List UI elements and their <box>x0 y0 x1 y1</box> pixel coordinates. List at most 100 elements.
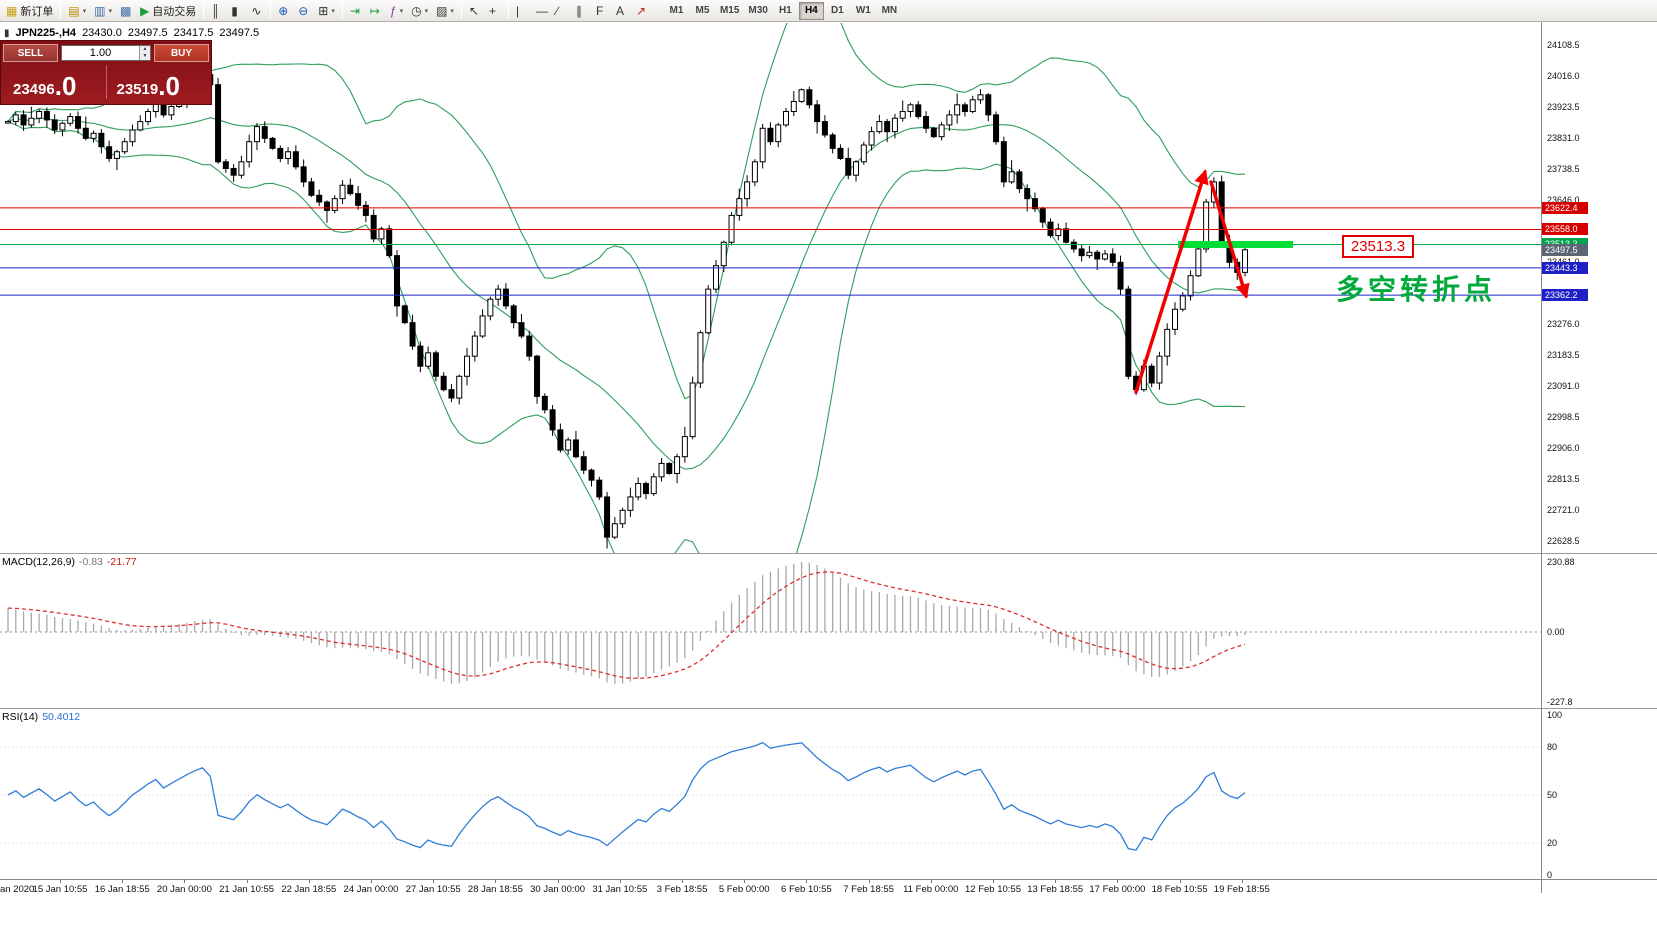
rsi-name: RSI(14) <box>2 711 39 723</box>
price-flag-text: 23513.3 <box>1350 238 1406 255</box>
auto-scroll-button[interactable]: ⇥ <box>346 1 366 21</box>
timeframe-buttons: M1 M5 M15 M30 H1 H4 D1 W1 MN <box>664 1 902 20</box>
timeframe-m30-button[interactable]: M30 <box>744 2 771 20</box>
time-axis-label: 7 Feb 18:55 <box>843 884 894 895</box>
chart-candles-icon: ▮ <box>231 3 238 18</box>
time-axis-label: 3 Feb 18:55 <box>656 884 708 895</box>
rsi-scale-value: 20 <box>1547 838 1558 848</box>
crosshair-button[interactable]: + <box>485 1 505 21</box>
horizontal-line-button[interactable]: — <box>532 1 552 21</box>
time-axis-tick <box>495 880 497 883</box>
candlestick-mini-icon: ▮ <box>4 27 10 39</box>
caret-down-icon: ▾ <box>450 7 454 15</box>
chart-candles-button[interactable]: ▮ <box>227 1 247 21</box>
timeframe-m5-button[interactable]: M5 <box>690 2 715 20</box>
buy-price[interactable]: 23519 .0 <box>107 63 210 101</box>
trendline-button[interactable]: ∕ <box>552 1 572 21</box>
timeframe-h1-button[interactable]: H1 <box>773 2 798 20</box>
tile-windows-button[interactable]: ⊞ ▾ <box>314 1 339 21</box>
caret-down-icon: ▾ <box>331 7 335 15</box>
volume-increase-button[interactable]: ▲ <box>140 46 150 53</box>
chart-bars-button[interactable]: ║ <box>207 1 227 21</box>
time-axis-label: 19 Feb 18:55 <box>1213 884 1270 895</box>
macd-main-value: -0.83 <box>78 556 103 568</box>
rsi-scale-value: 50 <box>1547 790 1558 800</box>
text-label-icon: A <box>615 3 624 18</box>
price-marker: 23443.3 <box>1542 261 1588 274</box>
macd-scale-bottom: -227.8 <box>1547 697 1573 707</box>
time-axis-label: 28 Jan 18:55 <box>467 884 523 895</box>
time-axis-label: 16 Jan 18:55 <box>94 884 150 895</box>
rsi-scale-value: 100 <box>1547 710 1563 720</box>
time-axis-tick <box>308 880 310 883</box>
price-scale-value: 24016.0 <box>1547 71 1580 81</box>
chart-line-button[interactable]: ∿ <box>247 1 267 21</box>
price-flag-annotation: 23513.3 <box>1342 235 1414 258</box>
zoom-in-button[interactable]: ⊕ <box>274 1 294 21</box>
volume-value[interactable]: 1.00 <box>89 47 112 59</box>
sell-button[interactable]: SELL <box>3 44 58 62</box>
toolbar-separator <box>460 2 462 19</box>
time-axis-tick <box>1117 880 1119 883</box>
timeframe-m15-button[interactable]: M15 <box>716 2 743 20</box>
timeframe-mn-button[interactable]: MN <box>877 2 902 20</box>
chart-shift-button[interactable]: ↦ <box>366 1 386 21</box>
time-axis-tick <box>184 880 186 883</box>
buy-price-pips: .0 <box>158 70 180 101</box>
time-axis-label: an 2020 <box>0 884 35 895</box>
templates-button[interactable]: ▨ ▾ <box>432 1 458 21</box>
new-order-icon: ▦ <box>6 3 18 18</box>
timeframe-w1-button[interactable]: W1 <box>851 2 876 20</box>
price-marker: 23497.5 <box>1542 243 1588 256</box>
fibonacci-button[interactable]: F <box>592 1 612 21</box>
cursor-button[interactable]: ↖ <box>465 1 485 21</box>
cursor-icon: ↖ <box>468 3 479 18</box>
caret-down-icon: ▾ <box>108 7 113 15</box>
turning-point-annotation: 多空转折点 <box>1336 274 1497 305</box>
volume-input[interactable]: 1.00 ▲ ▼ <box>61 45 151 61</box>
arrows-tool-button[interactable]: ↗ <box>632 1 652 21</box>
periods-button[interactable]: ◷ ▾ <box>407 1 432 21</box>
zoom-out-icon: ⊖ <box>298 3 309 18</box>
ohlc-open: 23430.0 <box>82 27 122 39</box>
time-axis-tick <box>1179 880 1181 883</box>
time-axis-tick <box>246 880 248 883</box>
chart-bars-icon: ║ <box>211 3 220 18</box>
symbol-period: JPN225-,H4 <box>15 27 77 39</box>
new-order-button[interactable]: ▦ 新订单 <box>2 1 57 21</box>
zoom-out-button[interactable]: ⊖ <box>294 1 314 21</box>
auto-trading-button[interactable]: ▶ 自动交易 <box>136 1 200 21</box>
vertical-line-icon: | <box>515 3 520 18</box>
toolbar-separator <box>203 2 205 19</box>
time-axis-tick <box>1241 880 1243 883</box>
sell-price[interactable]: 23496 .0 <box>3 63 106 101</box>
ohlc-close: 23497.5 <box>219 27 260 39</box>
time-axis-tick <box>930 880 932 883</box>
timeframe-d1-button[interactable]: D1 <box>825 2 850 20</box>
caret-down-icon: ▾ <box>399 7 404 15</box>
timeframe-m1-button[interactable]: M1 <box>664 2 689 20</box>
tile-windows-icon: ⊞ <box>318 3 329 18</box>
timeframe-h4-button[interactable]: H4 <box>798 1 824 20</box>
price-scale-value: 22998.5 <box>1547 412 1580 422</box>
toolbar-separator <box>60 2 62 19</box>
channel-button[interactable]: ∥ <box>572 1 592 21</box>
toolbar: ▦ 新订单 ▤ ▾ ▥ ▾ ▩ ▶ 自动交易 ║ ▮ ∿ ⊕ ⊖ ⊞ ▾ ⇥ ↦ ƒ ▾ ◷ ▾ ▨ ▾ ↖ + | — ∕ ∥ F A ↗ M… <box>0 0 1657 22</box>
time-axis-label: 31 Jan 10:55 <box>592 884 648 895</box>
text-label-button[interactable]: A <box>612 1 632 21</box>
charts-toolbar-button[interactable]: ▤ ▾ <box>64 1 90 21</box>
time-axis-tick <box>993 880 994 883</box>
time-axis-label: 22 Jan 18:55 <box>281 884 337 895</box>
price-scale-value: 22721.0 <box>1547 505 1580 515</box>
profiles-button[interactable]: ▥ ▾ <box>90 1 116 21</box>
time-axis-tick <box>868 880 870 883</box>
volume-decrease-button[interactable]: ▼ <box>140 53 150 60</box>
price-scale[interactable]: 24108.5 24016.0 23923.5 23831.0 23738.5 23646… <box>1541 22 1657 893</box>
indicators-button[interactable]: ƒ ▾ <box>386 1 407 21</box>
time-axis[interactable]: an 2020 15 Jan 10:55 16 Jan 18:55 20 Jan 00… <box>0 879 1657 895</box>
vertical-line-button[interactable]: | <box>512 1 532 21</box>
auto-trading-label: 自动交易 <box>152 5 197 18</box>
buy-button[interactable]: BUY <box>154 44 209 62</box>
data-window-button[interactable]: ▩ <box>116 1 136 21</box>
